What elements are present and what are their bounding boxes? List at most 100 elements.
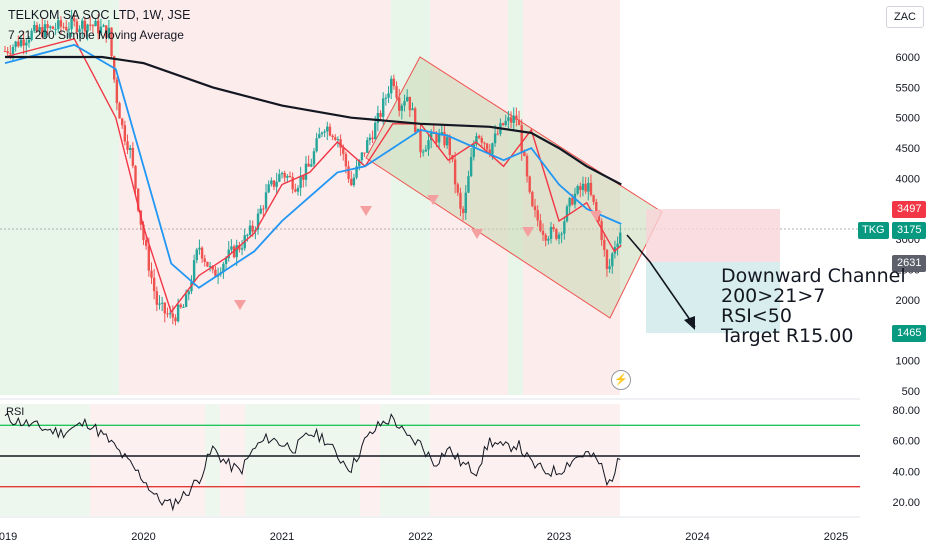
candle-body — [296, 187, 300, 192]
candle-body — [22, 39, 25, 46]
candle-body — [283, 172, 286, 178]
candle-body — [302, 175, 305, 180]
candle-body — [339, 139, 342, 148]
candle-body — [565, 206, 569, 222]
candle-body — [352, 177, 356, 186]
candle-body — [128, 147, 132, 150]
candle-body — [259, 208, 262, 214]
candle-body — [318, 134, 321, 139]
candle-body — [315, 138, 318, 152]
candle-body — [200, 247, 204, 259]
candle-body — [544, 234, 547, 241]
candle-body — [179, 304, 182, 308]
candle-body — [25, 42, 28, 46]
candle-body — [541, 230, 545, 235]
candle-body — [552, 227, 555, 230]
candle-body — [134, 165, 137, 189]
rsi-band — [430, 404, 520, 516]
candle-body — [350, 178, 353, 186]
chart-title: TELKOM SA SOC LTD, 1W, JSE — [8, 8, 191, 22]
price-tick-label: 6000 — [896, 52, 920, 64]
candle-body — [83, 20, 87, 32]
candle-body — [536, 210, 539, 221]
candle-body — [360, 152, 364, 161]
price-tick-label: 1000 — [896, 356, 920, 368]
candle-body — [461, 208, 465, 214]
candle-body — [469, 157, 473, 177]
candle-body — [475, 135, 478, 145]
candle-body — [73, 18, 76, 22]
candle-body — [382, 98, 385, 117]
candle-body — [368, 137, 372, 141]
candle-body — [248, 225, 252, 235]
sell-signal-marker — [471, 229, 483, 239]
candle-body — [288, 175, 292, 177]
candle-body — [480, 137, 483, 143]
candle-body — [605, 250, 609, 269]
moving-average-sma-200 — [5, 55, 622, 186]
position-boxes — [646, 209, 780, 333]
candle-body — [160, 302, 164, 304]
candle-body — [472, 144, 475, 158]
moving-average-sma-7 — [4, 37, 622, 314]
candle-body — [286, 175, 289, 178]
candle-body — [387, 93, 390, 98]
candle-body — [49, 26, 52, 28]
candle-body — [206, 261, 209, 267]
candle-body — [347, 166, 350, 179]
sell-signal-marker — [360, 206, 372, 216]
lightning-icon[interactable]: ⚡ — [611, 370, 631, 390]
candle-body — [571, 197, 574, 205]
candle-body — [355, 166, 358, 178]
candle-body — [54, 29, 57, 31]
candle-body — [136, 188, 140, 211]
candle-body — [443, 132, 446, 146]
moving-average-sma-21 — [4, 43, 622, 289]
candle-body — [525, 155, 529, 177]
candle-body — [390, 78, 393, 94]
candle-body — [174, 317, 177, 322]
candle-body — [557, 234, 561, 239]
annotation-line-1: Downward Channel — [721, 265, 906, 287]
annotation-line-3: RSI<50 — [721, 305, 792, 327]
candle-body — [456, 184, 459, 193]
candle-body — [307, 163, 310, 167]
candle-body — [246, 234, 249, 236]
candle-body — [238, 245, 241, 250]
candle-body — [344, 153, 348, 167]
candle-body — [520, 125, 523, 152]
candle-body — [147, 245, 151, 271]
candle-body — [142, 224, 145, 241]
candle-body — [256, 213, 260, 230]
price-tag-top: 3497 — [892, 201, 927, 218]
candle-body — [589, 182, 593, 195]
sell-signal-marker — [234, 300, 246, 310]
candle-body — [304, 163, 308, 180]
candle-body — [299, 175, 302, 188]
currency-button[interactable]: ZAC — [886, 6, 924, 28]
ticker-tag: TKG — [858, 222, 889, 239]
rsi-tick-label: 20.00 — [892, 497, 920, 509]
candle-body — [509, 117, 513, 123]
candle-body — [240, 248, 244, 250]
candle-body — [182, 306, 185, 308]
candle-body — [405, 96, 409, 102]
candle-body — [41, 27, 44, 37]
candle-body — [523, 151, 526, 156]
price-tick-label: 5000 — [896, 113, 920, 125]
price-band — [119, 0, 391, 395]
candle-body — [587, 182, 590, 192]
candle-body — [126, 141, 129, 150]
candle-body — [539, 220, 542, 231]
candle-body — [326, 126, 329, 132]
target-box — [646, 262, 780, 333]
candle-body — [584, 183, 587, 192]
candle-body — [395, 86, 398, 98]
candle-body — [440, 132, 444, 135]
candle-body — [27, 39, 31, 43]
candle-body — [411, 108, 414, 111]
rsi-band — [520, 404, 620, 516]
candle-body — [323, 131, 326, 133]
candle-body — [187, 291, 190, 295]
candle-body — [203, 258, 206, 262]
